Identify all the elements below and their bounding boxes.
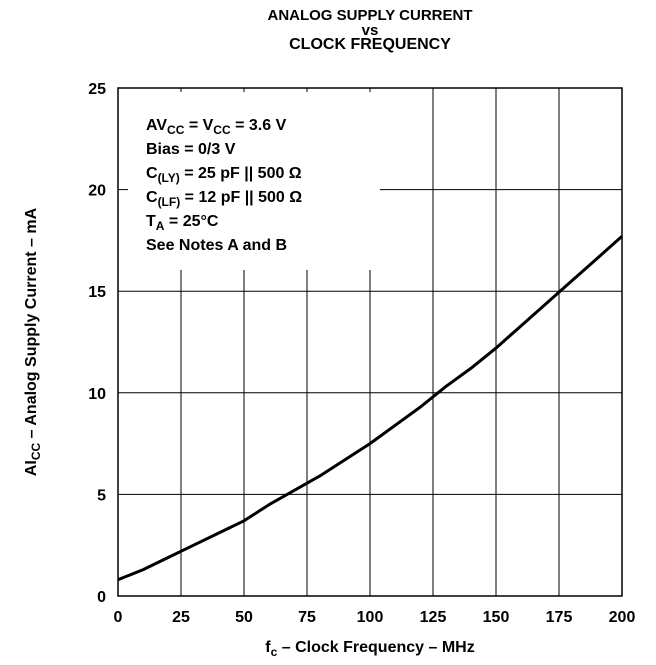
chart-title-line-3: CLOCK FREQUENCY [289, 36, 451, 53]
y-tick-label: 20 [88, 183, 106, 200]
annotation-line: C(LY) = 25 pF || 500 Ω [146, 165, 302, 185]
annotation-line: C(LF) = 12 pF || 500 Ω [146, 189, 302, 209]
x-tick-label: 150 [483, 609, 510, 626]
annotation-line: Bias = 0/3 V [146, 141, 236, 158]
x-axis-label: fc – Clock Frequency – MHz [265, 639, 474, 659]
annotation-box [128, 92, 380, 270]
x-tick-label: 175 [546, 609, 573, 626]
x-tick-label: 200 [609, 609, 636, 626]
x-tick-label: 100 [357, 609, 384, 626]
y-tick-label: 5 [97, 487, 106, 504]
y-axis-label-group: AICC – Analog Supply Current – mA [23, 207, 43, 476]
annotation-line: TA = 25°C [146, 213, 219, 233]
annotation-line: See Notes A and B [146, 237, 287, 254]
x-tick-label: 0 [114, 609, 123, 626]
y-tick-label: 15 [88, 284, 106, 301]
x-tick-label: 125 [420, 609, 447, 626]
plot-frame [117, 87, 623, 597]
series-line [117, 235, 623, 582]
y-tick-label: 10 [88, 386, 106, 403]
y-axis-label: AICC – Analog Supply Current – mA [23, 207, 43, 476]
y-tick-label: 0 [97, 589, 106, 606]
x-tick-label: 25 [172, 609, 190, 626]
x-tick-label: 75 [298, 609, 316, 626]
y-tick-label: 25 [88, 81, 106, 98]
x-tick-label: 50 [235, 609, 253, 626]
chart-title-line-2: vs [361, 22, 379, 39]
chart-title-line-1: ANALOG SUPPLY CURRENT [267, 7, 473, 24]
annotation-line: AVCC = VCC = 3.6 V [146, 117, 287, 137]
